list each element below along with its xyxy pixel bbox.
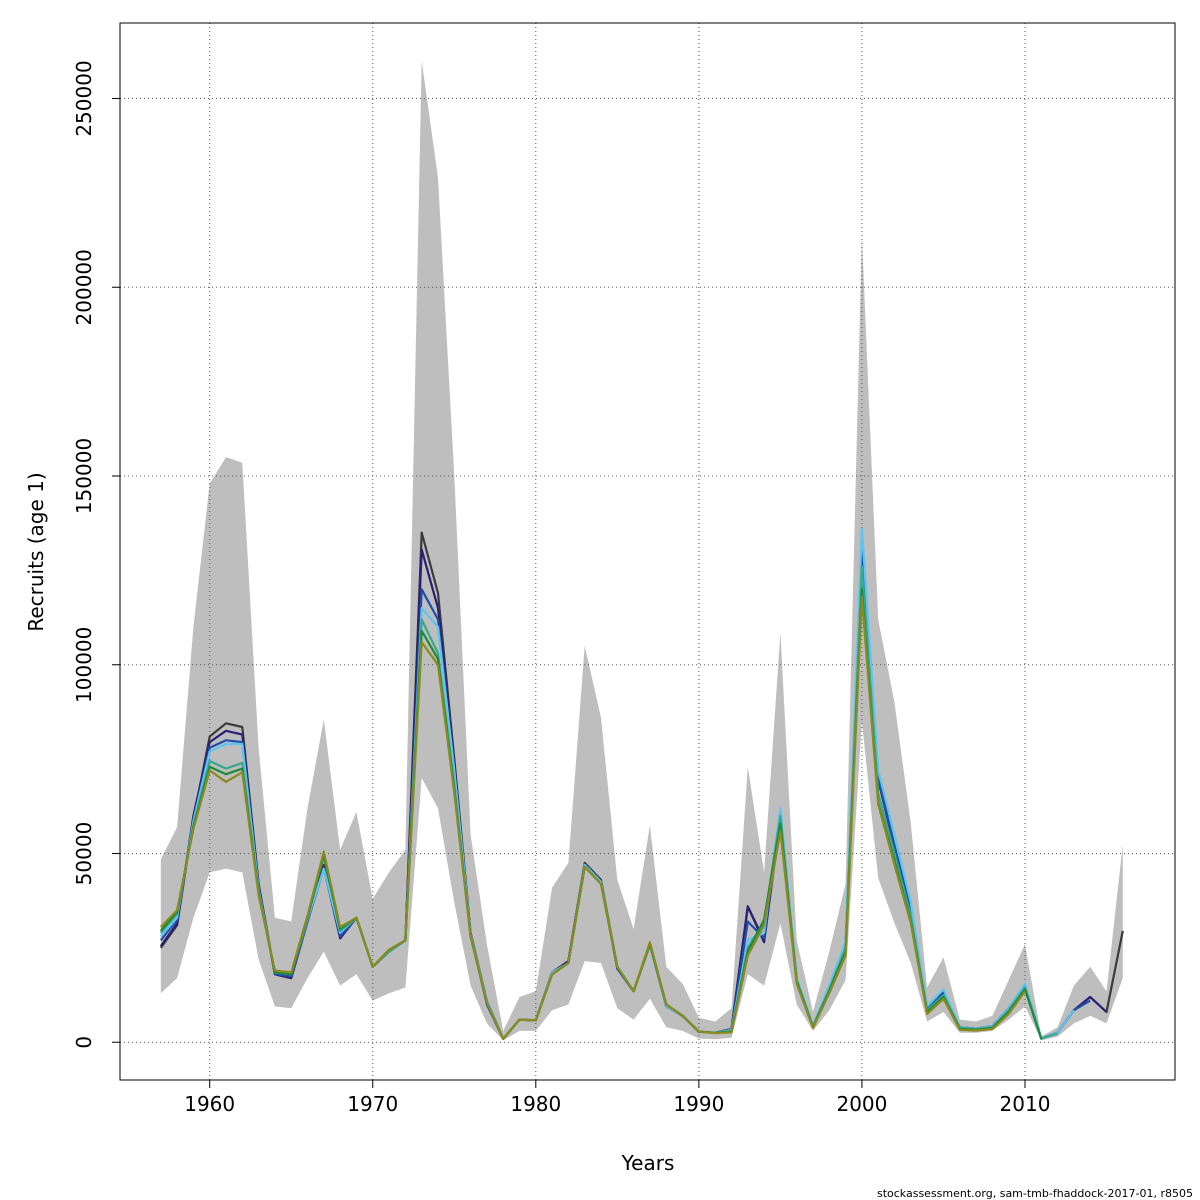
- footer-source: stockassessment.org, sam-tmb-fhaddock-20…: [877, 1187, 1193, 1200]
- y-tick-label: 150000: [72, 438, 96, 514]
- x-tick-label: 1960: [184, 1092, 235, 1116]
- y-axis-title: Recruits (age 1): [24, 472, 48, 631]
- x-axis: 1960 1970 1980 1990 2000 2010: [184, 1080, 1050, 1116]
- x-tick-label: 2000: [836, 1092, 887, 1116]
- x-tick-label: 1990: [673, 1092, 724, 1116]
- plot-frame: [119, 22, 1176, 1081]
- x-tick-label: 1970: [347, 1092, 398, 1116]
- y-axis: 0 50000 100000 150000 200000 250000: [72, 60, 120, 1049]
- series-line-7: [160, 595, 1026, 1040]
- series-layer: [159, 527, 1124, 1040]
- y-tick-label: 0: [72, 1036, 96, 1049]
- y-tick-label: 250000: [72, 60, 96, 136]
- x-axis-title: Years: [621, 1151, 675, 1175]
- y-tick-label: 200000: [72, 249, 96, 325]
- y-tick-label: 100000: [72, 627, 96, 703]
- y-tick-label: 50000: [72, 822, 96, 886]
- x-tick-label: 1980: [510, 1092, 561, 1116]
- grid-layer: [120, 23, 1175, 1080]
- x-tick-label: 2010: [1000, 1092, 1051, 1116]
